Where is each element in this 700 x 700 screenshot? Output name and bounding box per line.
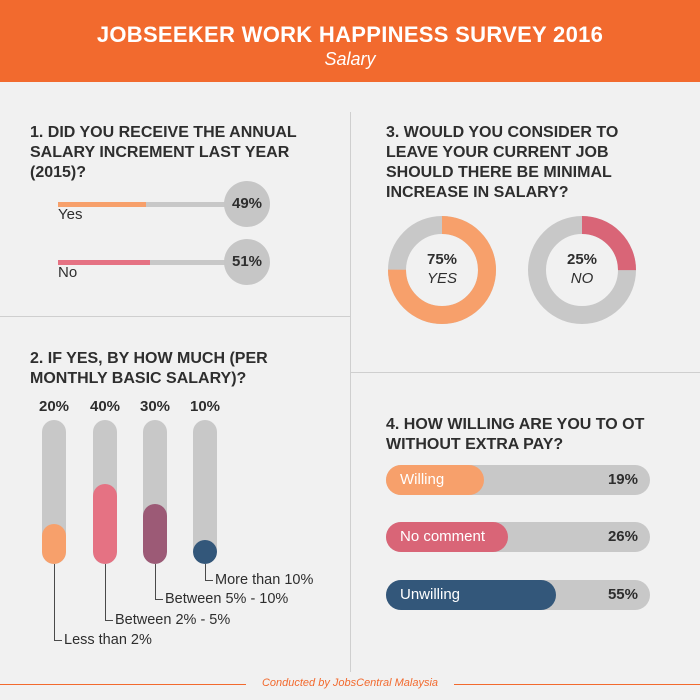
header-banner: JOBSEEKER WORK HAPPINESS SURVEY 2016 Sal… xyxy=(0,0,700,82)
q3-value-label: 75% xyxy=(426,251,458,268)
q2-value-label: 10% xyxy=(189,398,221,415)
q4-value-label: 26% xyxy=(607,528,638,545)
q2-title: 2. IF YES, BY HOW MUCH (PER MONTHLY BASI… xyxy=(30,350,268,387)
q1-bar-track xyxy=(58,260,238,265)
right-horizontal-divider xyxy=(350,372,700,373)
q4-value-label: 19% xyxy=(607,471,638,488)
footer-rule-left xyxy=(0,684,246,685)
q2-category-label: Between 5% - 10% xyxy=(165,591,289,607)
q2-bar-1 xyxy=(42,524,66,564)
q2-pill-track xyxy=(93,420,117,564)
q2-category-label: Less than 2% xyxy=(64,632,152,648)
q4-category-label: Unwilling xyxy=(400,586,461,603)
page-title: JOBSEEKER WORK HAPPINESS SURVEY 2016 xyxy=(96,22,604,47)
q2-pill-track xyxy=(42,420,66,564)
q1-category-label: No xyxy=(58,264,78,281)
q2-leader-line xyxy=(54,564,62,641)
q2-bar-4 xyxy=(193,540,217,564)
vertical-divider xyxy=(350,112,351,672)
q2-pill-track xyxy=(193,420,217,564)
q4-bar-track: No comment 26% xyxy=(386,522,650,552)
q1-bar-yes xyxy=(58,202,147,207)
q4-value-label: 55% xyxy=(607,586,638,603)
q3-donut-slice xyxy=(388,216,496,324)
q2-bar-3 xyxy=(143,504,167,564)
q3-value-label: 25% xyxy=(566,251,598,268)
q3-category-label: NO xyxy=(570,270,594,287)
q3-donut-yes xyxy=(388,216,496,324)
q4-bar-2 xyxy=(386,522,508,552)
q1-bar-no xyxy=(58,260,150,265)
q2-bar-2 xyxy=(93,484,117,564)
q1-value-circle: 49% xyxy=(224,181,270,227)
q1-title: 1. DID YOU RECEIVE THE ANNUAL SALARY INC… xyxy=(30,124,297,181)
q4-bar-track: Willing 19% xyxy=(386,465,650,495)
q4-bar-track: Unwilling 55% xyxy=(386,580,650,610)
left-horizontal-divider xyxy=(0,316,350,317)
q2-leader-line xyxy=(205,564,213,581)
q1-bar-track xyxy=(58,202,238,207)
q2-value-label: 20% xyxy=(38,398,70,415)
q1-value-circle: 51% xyxy=(224,239,270,285)
q2-leader-line xyxy=(105,564,113,621)
q2-category-label: Between 2% - 5% xyxy=(115,612,231,628)
footer-rule-right xyxy=(454,684,700,685)
q2-leader-line xyxy=(155,564,163,600)
q4-category-label: Willing xyxy=(400,471,445,488)
q2-pill-track xyxy=(143,420,167,564)
footer-credit: Conducted by JobsCentral Malaysia xyxy=(261,677,439,689)
q2-value-label: 30% xyxy=(139,398,171,415)
q2-value-label: 40% xyxy=(89,398,121,415)
q4-bar-3 xyxy=(386,580,556,610)
q1-category-label: Yes xyxy=(58,206,83,223)
page-subtitle: Salary xyxy=(324,49,376,69)
q3-category-label: YES xyxy=(426,270,457,287)
q3-donut-no xyxy=(528,216,636,324)
q4-bar-1 xyxy=(386,465,484,495)
q2-category-label: More than 10% xyxy=(215,572,314,588)
q3-title: 3. WOULD YOU CONSIDER TO LEAVE YOUR CURR… xyxy=(386,124,619,201)
q4-category-label: No comment xyxy=(400,528,486,545)
q4-title: 4. HOW WILLING ARE YOU TO OT WITHOUT EXT… xyxy=(386,416,645,453)
q3-donut-slice xyxy=(528,216,636,324)
